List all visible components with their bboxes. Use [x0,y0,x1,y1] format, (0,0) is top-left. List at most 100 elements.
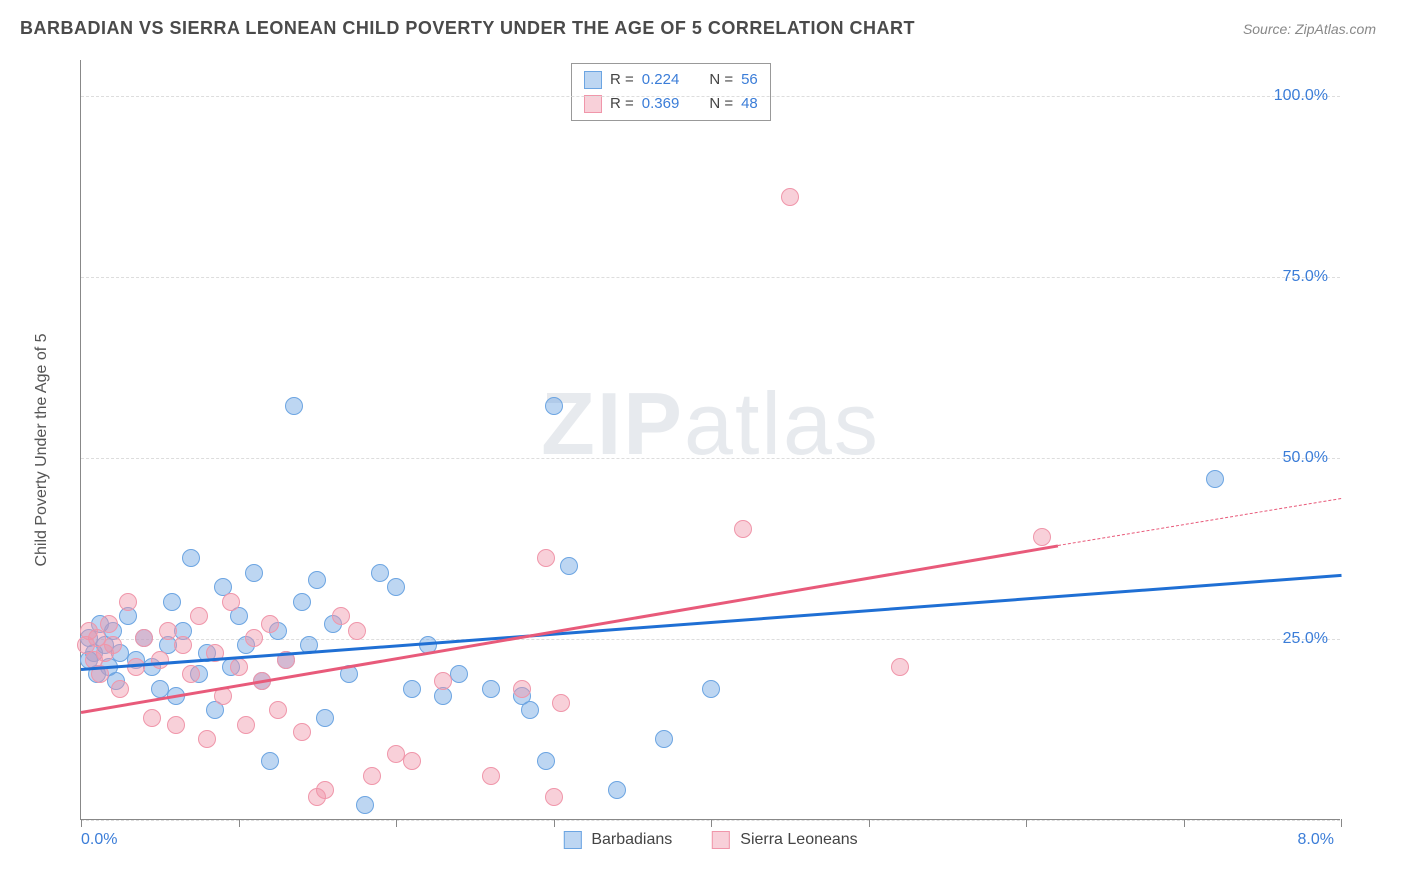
legend-stats-row-0: R = 0.224 N = 56 [584,68,758,92]
scatter-point [332,607,350,625]
scatter-point [230,658,248,676]
scatter-point [316,709,334,727]
legend-item-barbadians: Barbadians [563,831,672,849]
scatter-point [159,622,177,640]
scatter-point [537,549,555,567]
scatter-point [545,397,563,415]
r-label-0: R = [610,68,634,92]
x-tick-label: 0.0% [81,831,117,849]
scatter-point [100,615,118,633]
scatter-point [552,694,570,712]
x-tick-label: 8.0% [1298,831,1334,849]
plot-area: ZIPatlas R = 0.224 N = 56 R = 0.369 N = … [80,60,1340,820]
scatter-point [285,397,303,415]
trend-line [1057,498,1341,546]
source-prefix: Source: [1243,21,1295,37]
scatter-point [403,752,421,770]
n-value-0: 56 [741,68,758,92]
scatter-point [237,716,255,734]
x-tick [81,819,82,827]
scatter-point [135,629,153,647]
legend-item-sierra-leoneans: Sierra Leoneans [712,831,857,849]
legend-swatch-1 [584,95,602,113]
gridline [81,96,1340,97]
scatter-point [293,593,311,611]
gridline [81,277,1340,278]
scatter-point [198,730,216,748]
chart-title: BARBADIAN VS SIERRA LEONEAN CHILD POVERT… [20,18,915,39]
gridline [81,639,1340,640]
scatter-point [174,636,192,654]
scatter-point [245,629,263,647]
scatter-point [434,672,452,690]
x-tick [1341,819,1342,827]
x-tick [554,819,555,827]
legend-series: Barbadians Sierra Leoneans [563,831,857,849]
scatter-point [104,636,122,654]
y-axis-label: Child Poverty Under the Age of 5 [33,333,51,566]
scatter-point [356,796,374,814]
x-tick [711,819,712,827]
scatter-point [293,723,311,741]
chart-header: BARBADIAN VS SIERRA LEONEAN CHILD POVERT… [0,0,1406,49]
scatter-point [537,752,555,770]
legend-label-sierra-leoneans: Sierra Leoneans [740,831,857,849]
legend-stats: R = 0.224 N = 56 R = 0.369 N = 48 [571,63,771,121]
n-label-0: N = [709,68,733,92]
scatter-point [143,709,161,727]
x-tick [869,819,870,827]
scatter-point [261,752,279,770]
scatter-point [1206,470,1224,488]
scatter-point [190,607,208,625]
scatter-point [167,716,185,734]
scatter-point [245,564,263,582]
scatter-point [269,701,287,719]
y-tick-label: 50.0% [1283,449,1328,467]
scatter-point [513,680,531,698]
scatter-point [182,549,200,567]
scatter-point [403,680,421,698]
scatter-point [151,651,169,669]
source-attribution: Source: ZipAtlas.com [1243,21,1376,37]
legend-label-barbadians: Barbadians [591,831,672,849]
scatter-point [316,781,334,799]
y-tick-label: 75.0% [1283,268,1328,286]
watermark: ZIPatlas [541,373,880,475]
scatter-point [308,571,326,589]
legend-swatch-sierra-leoneans [712,831,730,849]
scatter-point [111,680,129,698]
scatter-point [163,593,181,611]
scatter-point [545,788,563,806]
y-tick-label: 100.0% [1274,87,1328,105]
legend-swatch-0 [584,71,602,89]
scatter-point [702,680,720,698]
scatter-point [608,781,626,799]
y-tick-label: 25.0% [1283,630,1328,648]
scatter-point [222,593,240,611]
source-site: ZipAtlas.com [1295,21,1376,37]
scatter-point [482,680,500,698]
x-tick [239,819,240,827]
scatter-point [371,564,389,582]
chart-container: Child Poverty Under the Age of 5 ZIPatla… [52,60,1372,840]
scatter-point [348,622,366,640]
scatter-point [734,520,752,538]
scatter-point [560,557,578,575]
legend-swatch-barbadians [563,831,581,849]
x-tick [1026,819,1027,827]
x-tick [1184,819,1185,827]
scatter-point [363,767,381,785]
scatter-point [655,730,673,748]
scatter-point [1033,528,1051,546]
r-value-0: 0.224 [642,68,680,92]
x-tick [396,819,397,827]
gridline [81,458,1340,459]
scatter-point [127,658,145,676]
scatter-point [387,578,405,596]
scatter-point [521,701,539,719]
scatter-point [182,665,200,683]
scatter-point [119,593,137,611]
scatter-point [482,767,500,785]
scatter-point [261,615,279,633]
scatter-point [781,188,799,206]
